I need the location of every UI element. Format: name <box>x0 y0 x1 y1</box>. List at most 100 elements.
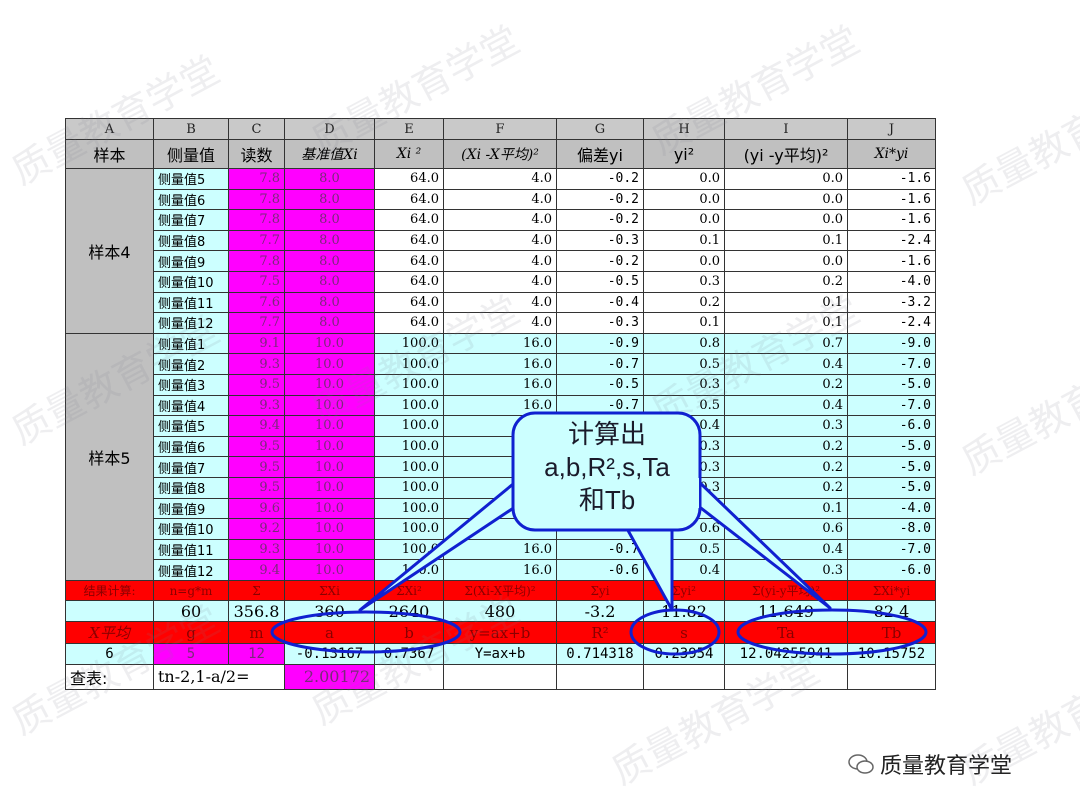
cell[interactable]: -6.0 <box>847 415 936 437</box>
cell[interactable]: 侧量值8 <box>153 476 229 499</box>
cell[interactable]: -1.6 <box>847 188 936 211</box>
cell[interactable]: 10.0 <box>284 332 375 355</box>
cell[interactable]: 10.0 <box>284 497 375 520</box>
cell[interactable]: 0.3 <box>724 415 848 437</box>
param-header-cell[interactable]: g <box>153 621 229 645</box>
cell[interactable]: 9.5 <box>228 476 285 499</box>
cell[interactable]: 9.3 <box>228 538 285 561</box>
param-values-row[interactable]: 6 5 12 -0.13167 0.7367 Y=ax+b 0.714318 0.23954 1… <box>65 643 936 665</box>
cell[interactable]: 10.0 <box>284 476 375 499</box>
header-cell[interactable]: Xi ² <box>374 139 444 169</box>
cell[interactable]: 10.0 <box>284 538 375 561</box>
cell[interactable]: 100.0 <box>374 518 444 540</box>
param-header-cell[interactable]: y=ax+b <box>443 621 557 645</box>
cell[interactable]: 9.3 <box>228 394 285 417</box>
cell[interactable]: 0.1 <box>724 229 848 252</box>
cell[interactable]: 侧量值4 <box>153 394 229 417</box>
cell[interactable]: 0.0 <box>724 209 848 231</box>
cell[interactable]: 8.0 <box>284 168 375 190</box>
cell[interactable]: -0.7 <box>556 538 644 561</box>
cell[interactable]: 16.0 <box>443 332 557 355</box>
param-value-cell[interactable]: 5 <box>153 643 229 665</box>
param-value-cell[interactable]: 10.15752 <box>847 643 936 665</box>
cell[interactable]: 侧量值8 <box>153 229 229 252</box>
cell[interactable]: 100.0 <box>374 373 444 396</box>
param-value-cell[interactable]: -0.13167 <box>284 643 375 665</box>
cell[interactable]: 0.2 <box>724 270 848 293</box>
header-cell[interactable]: 样本 <box>65 139 154 169</box>
result-header-row[interactable]: 结果计算: n=g*m Σ ΣXi ΣXi² Σ(Xi-X平均)² Σyi Σyi² Σ(yi-… <box>65 579 936 602</box>
cell[interactable]: 16.0 <box>443 373 557 396</box>
result-header-cell[interactable]: Σyi² <box>643 579 725 602</box>
param-header-cell[interactable]: X平均 <box>65 621 154 645</box>
cell[interactable]: 8.0 <box>284 209 375 231</box>
lookup-row[interactable]: 查表: tn-2,1-a/2= 2.00172 <box>65 663 936 690</box>
cell[interactable]: 0.1 <box>643 312 725 334</box>
cell[interactable]: -0.5 <box>556 373 644 396</box>
cell[interactable]: 100.0 <box>374 538 444 561</box>
cell[interactable]: 10.0 <box>284 559 375 581</box>
cell[interactable]: 0.0 <box>724 250 848 272</box>
cell[interactable]: 7.7 <box>228 229 285 252</box>
cell[interactable]: 100.0 <box>374 497 444 520</box>
column-header-f[interactable]: F <box>443 118 557 140</box>
column-header-h[interactable]: H <box>643 118 725 140</box>
cell[interactable]: 4.0 <box>443 168 557 190</box>
cell[interactable]: 侧量值5 <box>153 415 229 437</box>
empty-cell[interactable] <box>724 663 848 690</box>
cell[interactable]: 0.1 <box>724 291 848 314</box>
cell[interactable]: 7.6 <box>228 291 285 314</box>
column-header-j[interactable]: J <box>847 118 936 140</box>
cell[interactable]: 16.0 <box>443 538 557 561</box>
empty-cell[interactable] <box>374 663 444 690</box>
result-values-row[interactable]: 60 356.8 360 2640 480 -3.2 11.82 11.649 82.4 <box>65 600 936 623</box>
param-header-cell[interactable]: b <box>374 621 444 645</box>
cell[interactable]: 8.0 <box>284 291 375 314</box>
cell[interactable]: 10.0 <box>284 373 375 396</box>
result-header-cell[interactable]: ΣXi² <box>374 579 444 602</box>
cell[interactable]: 0.0 <box>724 188 848 211</box>
cell[interactable]: 7.8 <box>228 250 285 272</box>
cell[interactable]: 100.0 <box>374 332 444 355</box>
cell[interactable]: 0.0 <box>643 209 725 231</box>
result-value-cell[interactable]: 11.82 <box>643 600 725 623</box>
cell[interactable]: 0.0 <box>643 188 725 211</box>
cell[interactable]: 8.0 <box>284 229 375 252</box>
cell[interactable]: 100.0 <box>374 394 444 417</box>
result-header-cell[interactable]: Σ <box>228 579 285 602</box>
cell[interactable]: -0.4 <box>556 291 644 314</box>
result-header-cell[interactable]: Σ(yi-y平均)² <box>724 579 848 602</box>
cell[interactable]: 4.0 <box>443 188 557 211</box>
cell[interactable]: 7.8 <box>228 168 285 190</box>
cell[interactable]: 64.0 <box>374 188 444 211</box>
cell[interactable]: 64.0 <box>374 270 444 293</box>
cell[interactable]: 9.5 <box>228 456 285 478</box>
cell[interactable]: 0.2 <box>724 435 848 458</box>
cell[interactable]: 0.2 <box>724 476 848 499</box>
header-cell[interactable]: 偏差yi <box>556 139 644 169</box>
result-value-cell[interactable]: -3.2 <box>556 600 644 623</box>
cell[interactable]: 9.5 <box>228 435 285 458</box>
cell[interactable]: 0.5 <box>643 394 725 417</box>
cell[interactable]: -2.4 <box>847 312 936 334</box>
cell[interactable]: -0.3 <box>556 229 644 252</box>
empty-cell[interactable] <box>556 663 644 690</box>
cell[interactable]: 64.0 <box>374 291 444 314</box>
cell[interactable]: -1.6 <box>847 168 936 190</box>
cell[interactable]: 0.0 <box>724 168 848 190</box>
cell[interactable]: -4.0 <box>847 497 936 520</box>
cell[interactable]: 8.0 <box>284 270 375 293</box>
param-value-cell[interactable]: Y=ax+b <box>443 643 557 665</box>
cell[interactable]: 10.0 <box>284 456 375 478</box>
cell[interactable]: 侧量值6 <box>153 188 229 211</box>
cell[interactable]: 7.8 <box>228 188 285 211</box>
result-value-cell[interactable]: 82.4 <box>847 600 936 623</box>
cell[interactable]: -7.0 <box>847 353 936 375</box>
cell[interactable] <box>443 518 557 540</box>
param-header-cell[interactable]: Ta <box>724 621 848 645</box>
result-value-cell[interactable]: 60 <box>153 600 229 623</box>
result-header-cell[interactable]: Σyi <box>556 579 644 602</box>
cell[interactable]: -3.2 <box>847 291 936 314</box>
cell[interactable]: -0.7 <box>556 394 644 417</box>
empty-cell[interactable] <box>847 663 936 690</box>
